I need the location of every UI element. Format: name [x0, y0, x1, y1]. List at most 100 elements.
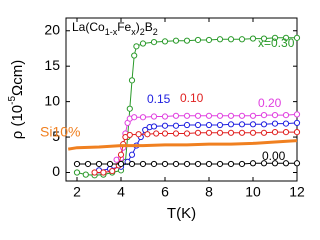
- data-point: [161, 130, 169, 137]
- data-point: [150, 123, 158, 130]
- data-point: [271, 34, 279, 41]
- data-point: [271, 129, 279, 136]
- data-point: [216, 160, 224, 168]
- data-point: [139, 114, 147, 121]
- data-point: [271, 120, 279, 127]
- chart-title: La(Co1-xFex)2B2: [72, 20, 158, 37]
- series-label: 0.00: [262, 149, 286, 163]
- data-point: [128, 151, 136, 158]
- data-point: [227, 36, 235, 43]
- data-point: [282, 111, 290, 119]
- data-point: [139, 40, 147, 47]
- data-point: [227, 121, 235, 128]
- data-point: [194, 112, 202, 119]
- y-tick-label: 10: [44, 92, 60, 108]
- y-tick-label: 5: [52, 128, 60, 144]
- data-point: [84, 160, 92, 168]
- data-point: [227, 112, 235, 119]
- data-point: [126, 105, 133, 112]
- data-point: [91, 169, 98, 176]
- data-point: [293, 111, 301, 118]
- data-point: [238, 121, 246, 128]
- x-tick-label: 8: [205, 184, 213, 200]
- data-point: [150, 160, 158, 168]
- y-tick-label: 20: [44, 21, 60, 37]
- y-tick-label: 15: [44, 57, 60, 73]
- chart-title-part: x: [131, 27, 136, 37]
- data-point: [183, 37, 191, 44]
- data-point: [106, 160, 114, 168]
- data-point: [238, 129, 246, 136]
- data-point: [133, 43, 140, 50]
- data-point: [282, 34, 290, 41]
- data-point: [128, 77, 136, 84]
- data-point: [216, 36, 224, 43]
- series-line: [67, 139, 298, 151]
- data-point: [238, 36, 246, 43]
- chart-title-part: Fe: [117, 20, 131, 34]
- data-point: [131, 52, 138, 59]
- y-axis-label-part: ρ (10: [9, 105, 26, 139]
- data-point: [249, 129, 257, 136]
- chart: 2 4 6 8 10 12 0 5 10 15 20 T(K) ρ (10-5Ωcm) La(Co1-xF…: [7, 17, 305, 222]
- data-point: [172, 130, 180, 137]
- data-point: [126, 131, 133, 139]
- data-point: [117, 160, 125, 168]
- data-point: [227, 129, 235, 136]
- data-point: [238, 160, 246, 168]
- data-point: [194, 36, 202, 44]
- data-point: [150, 38, 158, 46]
- data-point: [260, 111, 268, 119]
- data-point: [73, 169, 81, 176]
- data-point: [205, 121, 213, 129]
- chart-title-part: La(Co: [72, 20, 105, 34]
- y-axis-label: ρ (10-5Ωcm): [7, 60, 26, 140]
- data-point: [205, 129, 213, 136]
- data-point: [172, 37, 180, 44]
- data-point: [293, 160, 301, 167]
- data-point: [227, 160, 235, 168]
- data-point: [249, 112, 257, 119]
- series-label: 0.20: [258, 96, 282, 110]
- data-point: [172, 122, 180, 129]
- data-point: [271, 111, 279, 119]
- data-point: [161, 38, 169, 45]
- data-point: [82, 171, 89, 178]
- data-point: [249, 35, 257, 42]
- chart-title-part: 2: [140, 27, 145, 37]
- x-tick-label: 12: [289, 184, 305, 200]
- data-point: [216, 112, 224, 119]
- data-point: [293, 34, 301, 41]
- y-tick-label: 0: [52, 163, 60, 179]
- data-point: [144, 131, 151, 138]
- data-point: [282, 160, 290, 167]
- data-point: [150, 113, 158, 120]
- x-tick-label: 10: [245, 184, 261, 200]
- data-point: [153, 130, 160, 137]
- data-point: [95, 160, 103, 168]
- data-point: [205, 112, 213, 119]
- data-point: [205, 160, 213, 168]
- data-point: [183, 121, 191, 129]
- plot-frame: [65, 17, 298, 182]
- data-point: [260, 121, 268, 128]
- data-point: [194, 160, 202, 168]
- data-point: [172, 112, 180, 119]
- x-axis-label: T(K): [167, 205, 196, 222]
- data-point: [205, 36, 213, 44]
- data-point: [100, 169, 107, 176]
- data-point: [161, 122, 169, 129]
- data-point: [109, 167, 116, 175]
- data-point: [183, 112, 191, 119]
- data-point: [271, 160, 279, 167]
- data-point: [172, 160, 180, 168]
- data-point: [249, 160, 257, 167]
- data-point: [194, 121, 202, 129]
- x-tick-label: 6: [161, 184, 169, 200]
- chart-title-part: B: [145, 20, 153, 34]
- data-point: [194, 129, 202, 136]
- data-point: [131, 114, 138, 121]
- x-tick-label: 4: [117, 184, 125, 200]
- x-tick-label: 2: [73, 184, 81, 200]
- y-axis-label-part: Ωcm): [9, 60, 26, 96]
